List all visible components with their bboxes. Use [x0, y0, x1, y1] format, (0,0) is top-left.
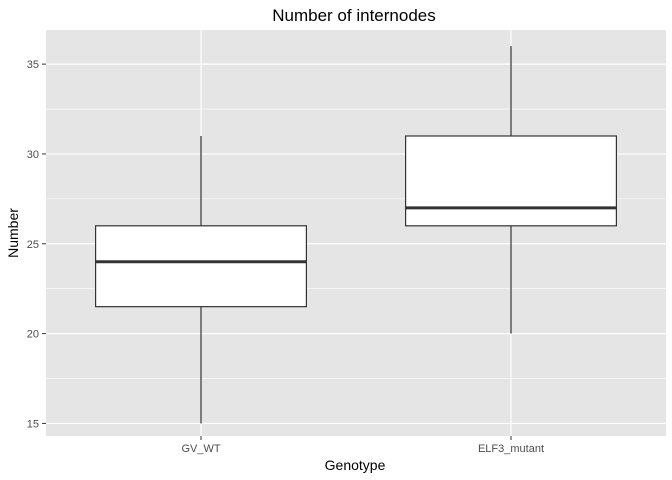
chart-title: Number of internodes: [272, 6, 435, 25]
x-axis-title: Genotype: [325, 457, 386, 473]
x-tick-label: GV_WT: [181, 443, 220, 455]
y-axis-ticks: 15 20 25 30 35: [27, 59, 46, 430]
box-GV_WT: [94, 135, 308, 424]
y-tick-label: 25: [27, 239, 39, 251]
box-iqr: [405, 135, 618, 227]
x-axis-ticks: GV_WT ELF3_mutant: [181, 436, 544, 455]
y-tick-label: 20: [27, 329, 39, 341]
x-tick-label: ELF3_mutant: [478, 443, 544, 455]
y-tick-label: 30: [27, 149, 39, 161]
y-tick-label: 15: [27, 418, 39, 430]
box-ELF3_mutant: [405, 46, 618, 334]
y-tick-label: 35: [27, 59, 39, 71]
boxes: [94, 46, 618, 424]
y-axis-title: Number: [5, 208, 21, 258]
box-iqr: [94, 225, 308, 308]
